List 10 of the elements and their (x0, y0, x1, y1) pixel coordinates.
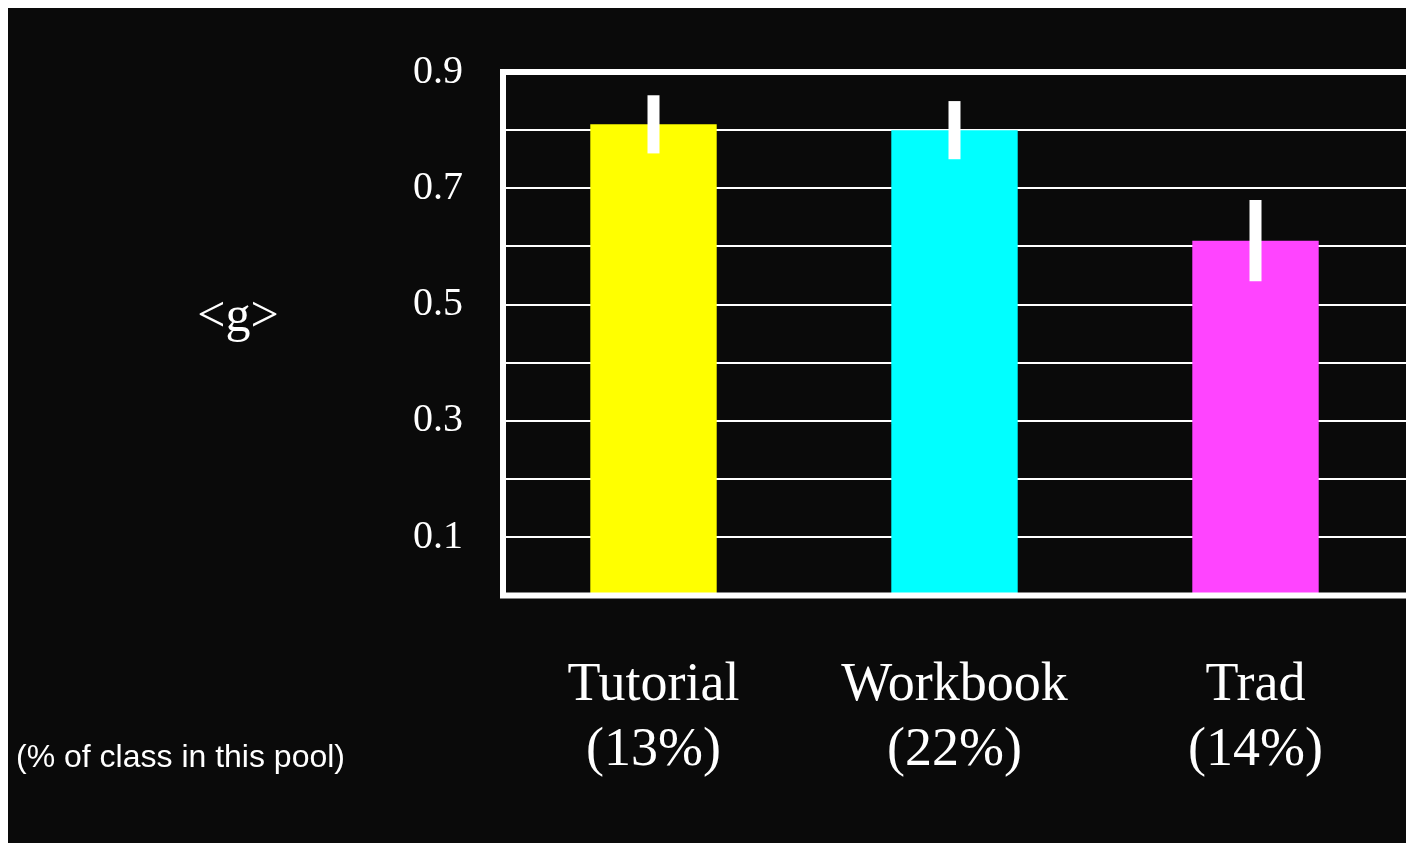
y-tick-label: 0.9 (413, 46, 463, 92)
y-tick-label: 0.3 (413, 395, 463, 441)
text: (% of class in this pool) (16, 737, 346, 774)
y-tick-label: 0.7 (413, 162, 463, 208)
y-axis-title: <g> (197, 286, 279, 343)
x-tick-label: Tutorial (13%) (567, 651, 740, 777)
x-tick-label: Trad (14%) (1188, 651, 1323, 777)
x-tick-label: Workbook (22%) (841, 651, 1068, 777)
y-tick-label: 0.1 (413, 511, 463, 557)
y-tick-label: 0.5 (413, 279, 463, 325)
